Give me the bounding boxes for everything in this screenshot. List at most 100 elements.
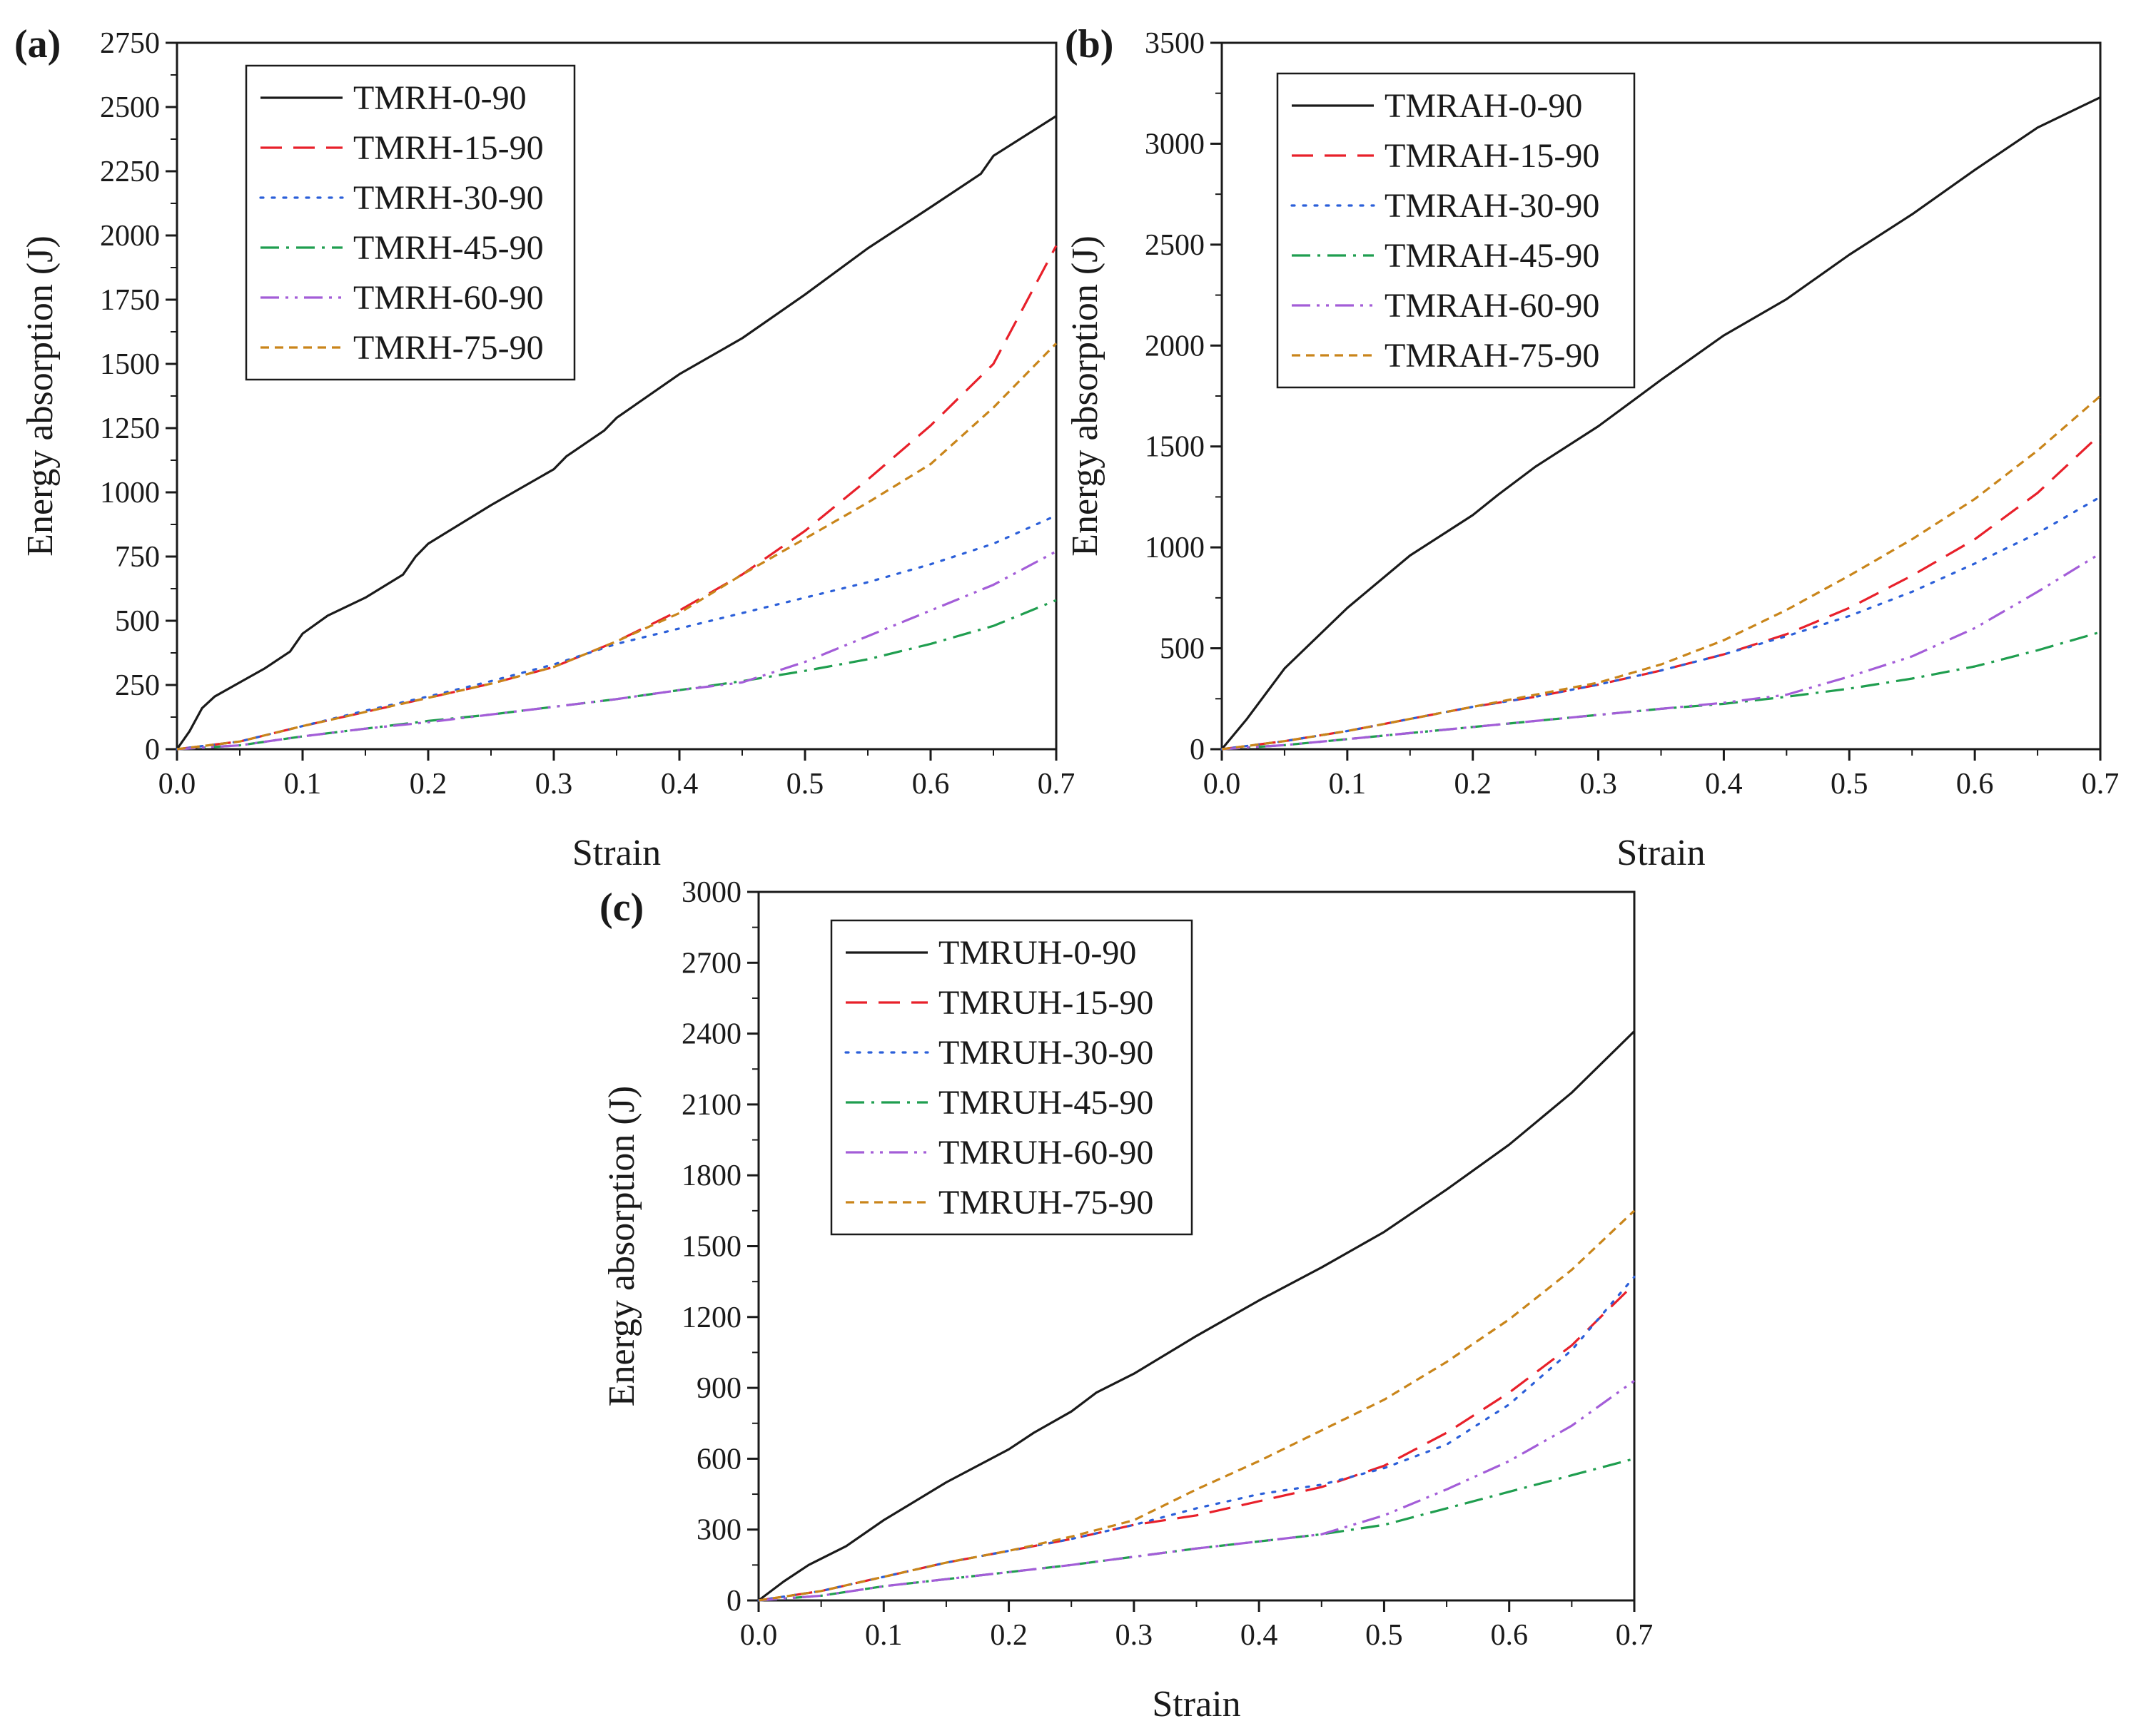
x-tick-label: 0.6 xyxy=(912,768,950,801)
legend-label: TMRUH-15-90 xyxy=(938,984,1153,1022)
chart-panel-3: 0 300 600 900 1200 1500 1800 2100 2400 2700 3000 0.… xyxy=(599,876,1653,1725)
series-line-tmrh-30-90 xyxy=(176,514,1058,751)
x-tick-label: 0.6 xyxy=(1490,1619,1528,1652)
panel-label: (b) xyxy=(1065,22,1113,66)
y-tick-label: 2100 xyxy=(682,1089,741,1122)
y-tick-label: 2700 xyxy=(682,947,741,980)
legend-label: TMRH-60-90 xyxy=(353,279,544,317)
legend-label: TMRUH-75-90 xyxy=(938,1184,1153,1222)
x-tick-label: 0.5 xyxy=(1831,768,1868,801)
y-tick-label: 3000 xyxy=(1145,128,1205,161)
series-line-tmruh-30-90 xyxy=(757,1275,1636,1602)
legend-label: TMRAH-0-90 xyxy=(1385,87,1582,125)
y-tick-label: 1500 xyxy=(100,348,160,381)
legend-label: TMRAH-15-90 xyxy=(1385,137,1599,175)
y-tick-label: 250 xyxy=(115,669,160,702)
legend-label: TMRAH-75-90 xyxy=(1385,337,1599,375)
series-line-tmrh-0-90 xyxy=(176,115,1057,750)
x-tick-label: 0.5 xyxy=(786,768,824,801)
legend-label: TMRH-30-90 xyxy=(353,179,544,217)
x-axis-title: Strain xyxy=(1152,1684,1240,1725)
series-line-tmruh-75-90 xyxy=(758,1209,1636,1602)
legend-box xyxy=(1276,72,1636,389)
x-tick-label: 0.2 xyxy=(410,768,447,801)
y-tick-label: 3500 xyxy=(1145,27,1205,60)
x-tick-label: 0.1 xyxy=(1329,768,1367,801)
y-tick-label: 300 xyxy=(697,1514,741,1547)
y-tick-label: 2000 xyxy=(100,220,160,253)
panel-label: (a) xyxy=(14,22,61,66)
series-line-tmrah-75-90 xyxy=(1221,395,2102,751)
x-tick-label: 0.3 xyxy=(1115,1619,1153,1652)
y-tick-label: 3000 xyxy=(682,876,741,909)
legend-label: TMRAH-45-90 xyxy=(1385,237,1599,275)
x-tick-label: 0.3 xyxy=(1579,768,1617,801)
x-tick-label: 0.7 xyxy=(1616,1619,1654,1652)
legend: TMRAH-0-90 TMRAH-15-90 TMRAH-30-90 TMRAH-45… xyxy=(1276,72,1636,389)
y-tick-label: 1000 xyxy=(1145,532,1205,564)
series-line-tmrah-45-90 xyxy=(1221,631,2101,751)
y-tick-label: 1500 xyxy=(682,1231,741,1264)
series-line-tmrah-60-90 xyxy=(1221,552,2101,751)
legend: TMRUH-0-90 TMRUH-15-90 TMRUH-30-90 TMRUH-45… xyxy=(830,919,1193,1236)
x-tick-label: 0.0 xyxy=(1203,768,1241,801)
series-line-tmrah-0-90 xyxy=(1220,96,2101,751)
legend-label: TMRH-15-90 xyxy=(353,129,544,167)
series-line-tmruh-0-90 xyxy=(758,1030,1636,1602)
y-tick-label: 2500 xyxy=(100,91,160,124)
x-tick-label: 0.1 xyxy=(865,1619,903,1652)
y-tick-label: 500 xyxy=(115,605,160,638)
x-axis-title: Strain xyxy=(1616,833,1705,873)
series-line-tmrh-45-90 xyxy=(176,599,1057,751)
y-axis-title: Energy absorption (J) xyxy=(602,1086,642,1407)
x-tick-label: 0.4 xyxy=(1240,1619,1278,1652)
series-line-tmruh-15-90 xyxy=(758,1283,1636,1602)
legend: TMRH-0-90 TMRH-15-90 TMRH-30-90 TMRH-45-90 T… xyxy=(245,64,576,381)
y-tick-label: 1000 xyxy=(100,477,160,509)
legend-label: TMRH-0-90 xyxy=(353,79,527,117)
y-tick-label: 2500 xyxy=(1145,229,1205,262)
legend-label: TMRUH-60-90 xyxy=(938,1134,1153,1172)
legend-label: TMRUH-30-90 xyxy=(938,1034,1153,1072)
legend-label: TMRUH-0-90 xyxy=(938,934,1136,972)
y-tick-label: 600 xyxy=(697,1443,741,1476)
y-tick-label: 1800 xyxy=(682,1159,741,1192)
x-tick-label: 0.3 xyxy=(535,768,573,801)
series-line-tmrah-15-90 xyxy=(1221,433,2102,751)
y-tick-label: 0 xyxy=(727,1585,741,1618)
y-tick-label: 1750 xyxy=(100,284,160,317)
y-axis-title: Energy absorption (J) xyxy=(1065,235,1105,557)
series-line-tmrh-60-90 xyxy=(176,550,1057,751)
chart-panel-1: 0 250 500 750 1000 1250 1500 1750 2000 2250 2500 27… xyxy=(14,22,1075,873)
y-tick-label: 0 xyxy=(1190,734,1205,766)
legend-label: TMRUH-45-90 xyxy=(938,1084,1153,1122)
x-tick-label: 0.2 xyxy=(1454,768,1492,801)
legend-label: TMRH-45-90 xyxy=(353,229,544,267)
y-tick-label: 750 xyxy=(115,541,160,574)
y-tick-label: 0 xyxy=(145,734,160,766)
x-tick-label: 0.5 xyxy=(1365,1619,1403,1652)
y-tick-label: 1250 xyxy=(100,412,160,445)
y-tick-label: 900 xyxy=(697,1372,741,1405)
x-tick-label: 0.7 xyxy=(2082,768,2120,801)
x-tick-label: 0.1 xyxy=(284,768,322,801)
legend-label: TMRAH-30-90 xyxy=(1385,187,1599,225)
legend-label: TMRH-75-90 xyxy=(353,329,544,367)
x-axis-title: Strain xyxy=(572,833,661,873)
x-tick-label: 0.2 xyxy=(990,1619,1028,1652)
panel-label: (c) xyxy=(599,885,644,930)
y-tick-label: 2000 xyxy=(1145,330,1205,362)
x-tick-label: 0.4 xyxy=(661,768,699,801)
x-tick-label: 0.0 xyxy=(158,768,196,801)
series-line-tmruh-45-90 xyxy=(758,1457,1635,1602)
y-tick-label: 2750 xyxy=(100,27,160,60)
series-line-tmruh-60-90 xyxy=(758,1379,1635,1602)
x-tick-label: 0.4 xyxy=(1705,768,1743,801)
y-tick-label: 1500 xyxy=(1145,431,1205,464)
series-line-tmrah-30-90 xyxy=(1220,495,2102,751)
y-tick-label: 2400 xyxy=(682,1018,741,1051)
y-axis-title: Energy absorption (J) xyxy=(20,235,61,557)
legend-box xyxy=(830,919,1193,1236)
x-tick-label: 0.7 xyxy=(1038,768,1075,801)
